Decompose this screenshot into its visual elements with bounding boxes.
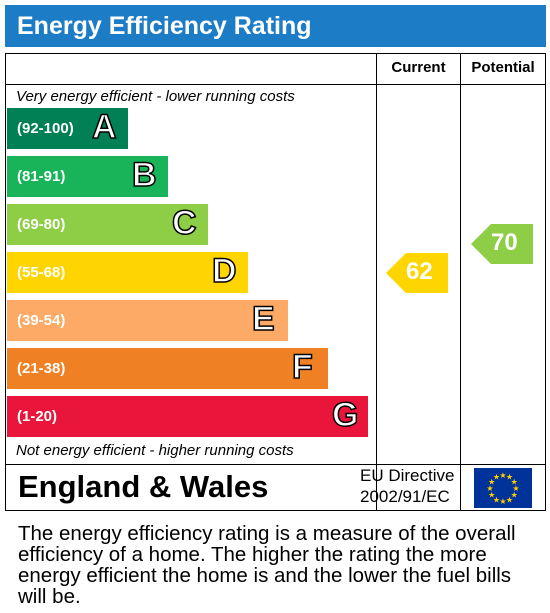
band-letter: B xyxy=(131,155,157,195)
band-letter: C xyxy=(171,203,197,243)
band-range-label: (69-80) xyxy=(17,216,66,233)
current-rating-value: 62 xyxy=(406,258,433,285)
svg-text:★: ★ xyxy=(511,478,518,487)
svg-text:★: ★ xyxy=(488,478,495,487)
svg-text:★: ★ xyxy=(506,473,513,482)
band-letter: D xyxy=(211,251,237,291)
current-arrow-shape xyxy=(386,253,448,293)
band-range-label: (21-38) xyxy=(17,360,66,377)
svg-text:★: ★ xyxy=(511,491,518,500)
potential-header: Potential xyxy=(471,59,535,76)
svg-text:★: ★ xyxy=(512,484,519,493)
rating-chart: Current Potential Very energy efficient … xyxy=(5,53,546,511)
svg-text:★: ★ xyxy=(506,495,513,504)
svg-text:★: ★ xyxy=(499,471,506,480)
region-label: England & Wales xyxy=(18,469,269,504)
svg-text:★: ★ xyxy=(493,473,500,482)
potential-rating-value: 70 xyxy=(491,229,518,256)
band-f: (21-38) F xyxy=(7,347,328,389)
band-range-label: (39-54) xyxy=(17,312,66,329)
footer-divider xyxy=(6,464,545,465)
chart-title: Energy Efficiency Rating xyxy=(17,12,312,40)
directive-line-1: EU Directive xyxy=(360,466,455,485)
title-bar: Energy Efficiency Rating xyxy=(5,5,546,47)
top-note: Very energy efficient - lower running co… xyxy=(16,88,295,105)
bottom-note: Not energy efficient - higher running co… xyxy=(16,442,294,459)
svg-text:★: ★ xyxy=(486,484,493,493)
current-header: Current xyxy=(391,59,446,76)
band-a: (92-100) A xyxy=(7,107,128,149)
directive-line-2: 2002/91/EC xyxy=(360,487,450,506)
svg-text:★: ★ xyxy=(499,497,506,506)
band-g: (1-20) G xyxy=(7,395,368,437)
band-c: (69-80) C xyxy=(7,203,208,245)
description-text: The energy efficiency rating is a measur… xyxy=(18,522,516,608)
svg-text:★: ★ xyxy=(488,491,495,500)
band-letter: A xyxy=(91,107,117,147)
band-letter: F xyxy=(291,347,313,387)
eu-flag-icon: ★ ★ ★ ★ ★ ★ ★ ★ ★ ★ ★ ★ xyxy=(474,468,532,513)
potential-arrow-shape xyxy=(471,224,533,264)
band-range-label: (1-20) xyxy=(17,408,58,425)
band-letter: G xyxy=(331,395,359,435)
band-range-label: (81-91) xyxy=(17,168,66,185)
current-rating-arrow: 62 xyxy=(386,253,448,293)
band-letter: E xyxy=(251,299,275,339)
header-divider xyxy=(6,84,545,85)
band-b: (81-91) B xyxy=(7,155,168,197)
potential-rating-arrow: 70 xyxy=(471,224,533,264)
band-range-label: (92-100) xyxy=(17,120,74,137)
potential-column-divider xyxy=(460,54,461,510)
current-column-divider xyxy=(376,54,377,510)
band-e: (39-54) E xyxy=(7,299,288,341)
band-range-label: (55-68) xyxy=(17,264,66,281)
band-d: (55-68) D xyxy=(7,251,248,293)
eu-directive: EU Directive 2002/91/EC xyxy=(360,465,454,507)
svg-text:★: ★ xyxy=(493,495,500,504)
